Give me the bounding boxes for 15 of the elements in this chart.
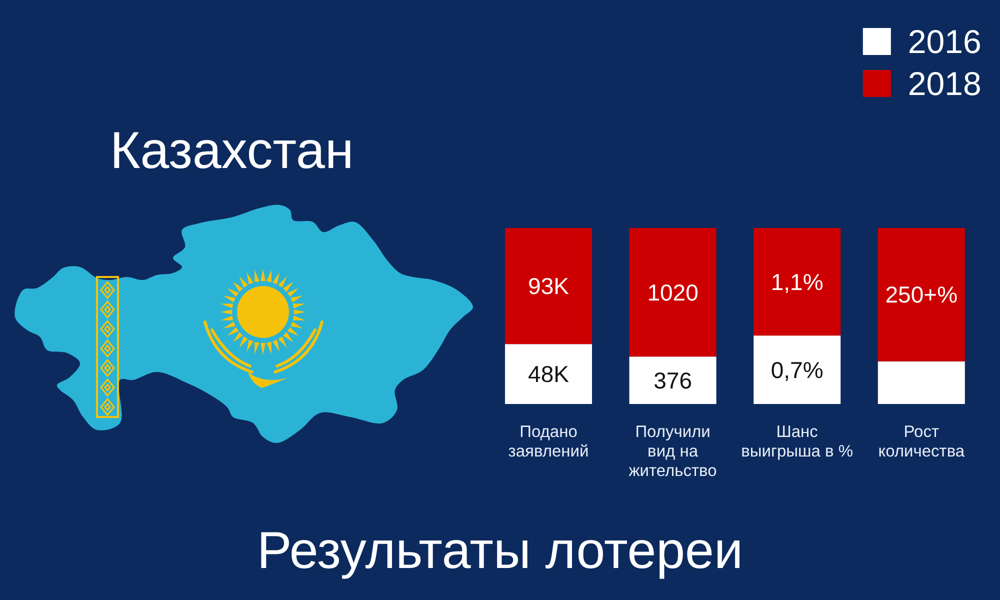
data-label: 93K [528, 273, 570, 300]
x-tick-label: Шанс выигрыша в % [741, 423, 854, 460]
data-label: 1020 [647, 279, 698, 306]
data-label: 0,7% [770, 356, 824, 383]
data-label: 1,1% [770, 268, 824, 295]
x-tick-label: Подано заявлений [508, 423, 589, 460]
legend-label: 2016 [908, 23, 982, 60]
data-label: 48K [528, 361, 570, 388]
text: Казахстан [110, 122, 354, 180]
x-tick-label: Рост количества [878, 423, 966, 460]
x-tick-label: Получили вид на жительство [628, 423, 717, 480]
legend-label: 2018 [908, 65, 982, 102]
text: Результаты лотереи [256, 522, 744, 580]
data-label: 250+% [885, 282, 958, 308]
data-label: 376 [654, 367, 692, 394]
